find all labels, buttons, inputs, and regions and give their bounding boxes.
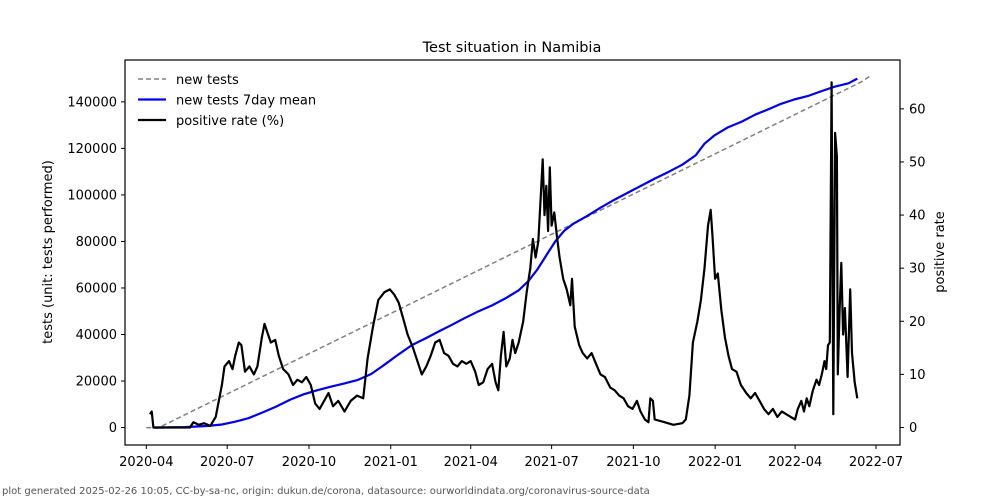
series-line-new-tests: [146, 75, 871, 429]
x-tick-label: 2021-10: [606, 455, 660, 470]
legend-label: new tests: [176, 73, 239, 88]
legend-label: positive rate (%): [176, 114, 284, 129]
y-axis-left: 0 20000 40000 60000 80000 100000 120000 140000: [67, 95, 125, 436]
plot-frame: [124, 59, 901, 446]
y-tick-label-right: 20: [909, 315, 926, 330]
x-tick-label: 2022-07: [849, 455, 903, 470]
y-tick-label-left: 20000: [76, 375, 117, 390]
y-tick-label-left: 40000: [76, 328, 117, 343]
y-tick-label-right: 30: [909, 262, 926, 277]
x-tick-label: 2021-01: [364, 455, 418, 470]
x-tick-label: 2022-01: [688, 455, 742, 470]
x-tick-label: 2021-07: [524, 455, 578, 470]
y-tick-label-right: 40: [909, 209, 926, 224]
y-tick-label-right: 60: [909, 102, 926, 117]
y-axis-label-right: positive rate: [933, 211, 948, 293]
y-tick-label-left: 80000: [76, 235, 117, 250]
series-line-positive-rate: [148, 81, 859, 429]
x-tick-label: 2020-10: [282, 455, 336, 470]
y-tick-label-left: 0: [109, 421, 117, 436]
legend: new tests new tests 7day mean positive rat…: [138, 73, 316, 129]
y-tick-label-left: 140000: [67, 95, 117, 110]
y-tick-label-left: 60000: [76, 281, 117, 296]
y-tick-label-left: 100000: [67, 188, 117, 203]
y-tick-label-right: 0: [909, 421, 917, 436]
x-tick-label: 2020-07: [200, 455, 254, 470]
x-tick-label: 2022-04: [768, 455, 822, 470]
y-tick-label-right: 50: [909, 155, 926, 170]
x-tick-label: 2021-04: [444, 455, 498, 470]
x-tick-label: 2020-04: [119, 455, 173, 470]
chart-title: Test situation in Namibia: [422, 40, 602, 56]
plot-lines: [146, 75, 871, 429]
x-axis: 2020-04 2020-07 2020-10 2021-01 2021-04 2021-…: [119, 445, 903, 470]
y-tick-label-right: 10: [909, 368, 926, 383]
footer-credits: plot generated 2025-02-26 10:05, CC-by-s…: [2, 486, 650, 497]
y-axis-right: 0 10 20 30 40 50 60: [900, 102, 926, 436]
y-axis-label-left: tests (unit: tests performed): [41, 160, 56, 344]
series-line-new-tests-7day-mean: [154, 77, 858, 429]
y-tick-label-left: 120000: [67, 142, 117, 157]
legend-label: new tests 7day mean: [176, 94, 316, 109]
